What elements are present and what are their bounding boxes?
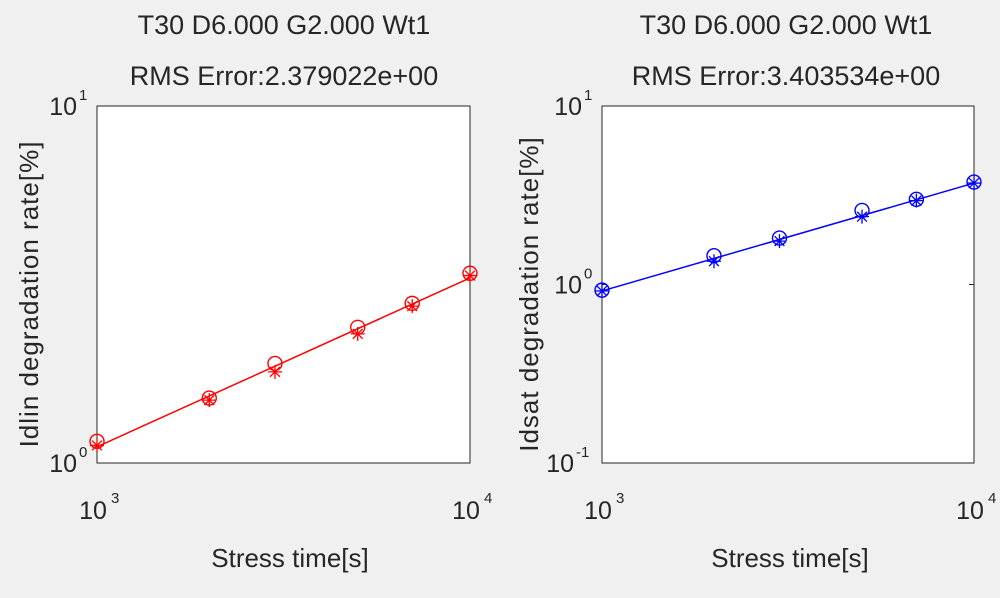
x-tick-base: 10 [956,497,984,525]
star-marker [202,393,217,408]
tick-labels: 10 3 10 410 -110 010 1 [546,87,996,525]
rms-error-subtitle: RMS Error:2.379022e+00 [130,61,438,91]
star-marker [350,326,365,341]
y-tick-label: 10 0 [49,444,87,478]
plot-area [96,105,471,464]
x-tick-base: 10 [584,497,612,525]
y-tick-exponent: 0 [79,444,87,461]
panel-title: T30 D6.000 G2.000 Wt1 [138,10,431,40]
y-axis-label: Idlin degradation rate[%] [14,141,44,448]
x-axis-label: Stress time[s] [711,543,868,573]
idlin-panel: T30 D6.000 G2.000 Wt1 RMS Error:2.379022… [14,10,492,573]
y-tick-base: 10 [49,93,77,121]
y-tick-exponent: -1 [576,444,589,461]
panel-title: T30 D6.000 G2.000 Wt1 [640,10,933,40]
star-marker [267,364,282,379]
y-tick-label: 10 -1 [546,444,589,478]
x-tick-base: 10 [79,497,107,525]
x-tick-exponent: 4 [484,490,492,507]
star-marker [855,209,870,224]
y-tick-base: 10 [546,450,574,478]
x-tick-exponent: 4 [988,490,996,507]
rms-error-subtitle: RMS Error:3.403534e+00 [632,61,940,91]
x-tick-base: 10 [452,497,480,525]
tick-labels: 10 3 10 410 010 1 [49,87,492,525]
star-marker [595,283,609,298]
y-tick-label: 10 1 [554,87,592,121]
data-marks [594,174,982,298]
y-tick-base: 10 [554,272,582,300]
x-tick-label: 10 3 [584,490,624,525]
plot-area [601,105,975,464]
y-tick-exponent: 1 [79,87,87,104]
y-tick-label: 10 0 [554,266,592,300]
x-axis-label: Stress time[s] [211,543,368,573]
star-marker [463,268,477,283]
y-tick-base: 10 [49,450,77,478]
y-tick-base: 10 [554,93,582,121]
x-tick-label: 10 3 [79,490,119,525]
star-marker [772,234,787,249]
y-tick-label: 10 1 [49,87,87,121]
y-tick-exponent: 0 [584,266,592,283]
x-tick-exponent: 3 [616,490,624,507]
star-marker [90,438,104,453]
idsat-panel: T30 D6.000 G2.000 Wt1 RMS Error:3.403534… [514,10,996,573]
data-marks [89,265,478,453]
star-marker [909,193,924,208]
x-tick-exponent: 3 [111,490,119,507]
star-marker [706,254,721,269]
star-marker [405,299,420,314]
y-tick-exponent: 1 [584,87,592,104]
y-axis-label: Idsat degradation rate[%] [514,136,544,452]
x-tick-label: 10 4 [956,490,996,525]
fit-line [96,277,471,448]
fit-line [601,182,975,292]
x-tick-label: 10 4 [452,490,492,525]
